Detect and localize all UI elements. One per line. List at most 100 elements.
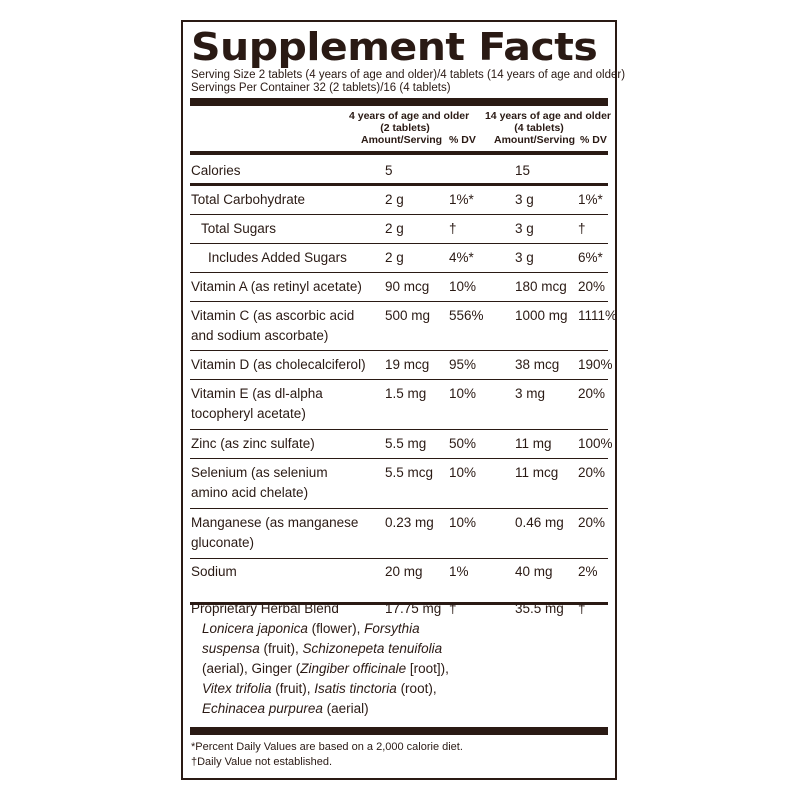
nutrient-dv-group2: 1111% — [578, 308, 618, 323]
nutrient-amount-group2: 3 g — [515, 221, 534, 236]
blend-amount-group2: 35.5 mg — [515, 601, 564, 616]
blend-dv-group2: † — [578, 601, 586, 616]
nutrient-label: Vitamin E (as dl-alpha — [191, 386, 323, 401]
footnote-percent-dv: *Percent Daily Values are based on a 2,0… — [191, 741, 463, 753]
nutrient-dv-group1: 556% — [449, 308, 484, 323]
group2-amount-header: Amount/Serving — [494, 134, 576, 146]
row-divider — [190, 379, 608, 380]
nutrient-amount-group1: 90 mcg — [385, 279, 430, 294]
row-divider — [190, 214, 608, 215]
group1-header-line2: (2 tablets) — [380, 122, 430, 134]
nutrient-amount-group1: 0.23 mg — [385, 515, 434, 530]
group1-amount-header: Amount/Serving — [361, 134, 443, 146]
nutrient-amount-group2: 3 mg — [515, 386, 546, 401]
row-divider — [190, 272, 608, 273]
nutrient-dv-group1: 1%* — [449, 192, 474, 207]
nutrient-amount-group2: 11 mg — [515, 436, 552, 451]
blend-ingredients-line3: (aerial), Ginger (Zingiber officinale [r… — [202, 661, 449, 676]
nutrient-dv-group1: 50% — [449, 436, 477, 451]
blend-ingredients-line4: Vitex trifolia (fruit), Isatis tinctoria… — [202, 681, 437, 696]
blend-ingredients-line5: Echinacea purpurea (aerial) — [202, 701, 369, 716]
nutrient-dv-group1: 95% — [449, 357, 477, 372]
nutrient-label: Total Sugars — [201, 221, 277, 236]
nutrient-label: Calories — [191, 163, 241, 178]
nutrient-dv-group2: 20% — [578, 515, 606, 530]
header-divider — [190, 151, 608, 155]
blend-divider — [190, 602, 608, 605]
nutrient-label: Selenium (as selenium — [191, 465, 328, 480]
nutrient-amount-group2: 3 g — [515, 192, 534, 207]
panel-title: Supplement Facts — [191, 25, 598, 69]
nutrient-amount-group1: 5.5 mcg — [385, 465, 434, 480]
nutrient-label: and sodium ascorbate) — [191, 328, 329, 343]
nutrient-amount-group2: 180 mcg — [515, 279, 567, 294]
nutrient-amount-group1: 2 g — [385, 221, 404, 236]
nutrient-label: Total Carbohydrate — [191, 192, 306, 207]
nutrient-label: Zinc (as zinc sulfate) — [191, 436, 315, 451]
nutrient-label: Vitamin A (as retinyl acetate) — [191, 279, 362, 294]
group2-header-line2: (4 tablets) — [514, 122, 564, 134]
nutrient-amount-group1: 5.5 mg — [385, 436, 427, 451]
blend-ingredients-line1: Lonicera japonica (flower), Forsythia — [202, 621, 420, 636]
nutrient-dv-group1: 1% — [449, 564, 469, 579]
nutrient-amount-group2: 0.46 mg — [515, 515, 564, 530]
nutrient-amount-group1: 2 g — [385, 250, 404, 265]
nutrient-dv-group2: 6%* — [578, 250, 603, 265]
nutrient-amount-group2: 3 g — [515, 250, 534, 265]
nutrient-amount-group2: 38 mcg — [515, 357, 560, 372]
nutrient-dv-group1: † — [449, 221, 457, 236]
row-divider — [190, 350, 608, 351]
nutrient-label: Sodium — [191, 564, 237, 579]
nutrient-dv-group2: 2% — [578, 564, 598, 579]
nutrient-amount-group1: 20 mg — [385, 564, 423, 579]
nutrient-label: Vitamin D (as cholecalciferol) — [191, 357, 366, 372]
servings-per-container: Servings Per Container 32 (2 tablets)/16… — [191, 82, 451, 94]
row-divider — [190, 508, 608, 509]
nutrient-amount-group2: 11 mcg — [515, 465, 559, 480]
blend-dv-group1: † — [449, 601, 457, 616]
group2-header-line1: 14 years of age and older — [484, 110, 612, 122]
blend-label: Proprietary Herbal Blend — [191, 601, 339, 616]
nutrient-amount-group2: 15 — [515, 163, 531, 178]
nutrient-label: Vitamin C (as ascorbic acid — [191, 308, 355, 323]
nutrient-dv-group1: 10% — [449, 386, 477, 401]
nutrient-dv-group2: 1%* — [578, 192, 603, 207]
nutrient-label: Manganese (as manganese — [191, 515, 359, 530]
nutrient-amount-group1: 2 g — [385, 192, 404, 207]
row-divider — [190, 458, 608, 459]
nutrient-dv-group2: 20% — [578, 386, 606, 401]
top-thick-divider — [190, 98, 608, 106]
row-divider — [190, 183, 608, 186]
footnote-dagger: †Daily Value not established. — [191, 756, 333, 768]
nutrient-dv-group2: 100% — [578, 436, 613, 451]
nutrient-amount-group2: 40 mg — [515, 564, 553, 579]
nutrient-dv-group2: 190% — [578, 357, 613, 372]
group2-dv-header: % DV — [580, 134, 607, 146]
supplement-facts-panel: Supplement Facts Serving Size 2 tablets … — [181, 20, 625, 780]
nutrient-amount-group1: 5 — [385, 163, 393, 178]
nutrient-amount-group2: 1000 mg — [515, 308, 568, 323]
nutrient-amount-group1: 500 mg — [385, 308, 431, 323]
group1-header-line1: 4 years of age and older — [349, 110, 470, 122]
nutrient-dv-group1: 10% — [449, 465, 477, 480]
nutrient-dv-group1: 4%* — [449, 250, 474, 265]
nutrient-amount-group1: 19 mcg — [385, 357, 430, 372]
nutrient-amount-group1: 1.5 mg — [385, 386, 427, 401]
nutrient-dv-group2: † — [578, 221, 586, 236]
row-divider — [190, 301, 608, 302]
blend-ingredients-line2: suspensa (fruit), Schizonepeta tenuifoli… — [202, 641, 443, 656]
nutrient-label: gluconate) — [191, 535, 255, 550]
row-divider — [190, 429, 608, 430]
row-divider — [190, 243, 608, 244]
nutrient-dv-group2: 20% — [578, 465, 606, 480]
nutrient-dv-group1: 10% — [449, 515, 477, 530]
row-divider — [190, 558, 608, 559]
blend-amount-group1: 17.75 mg — [385, 601, 442, 616]
bottom-thick-divider — [190, 727, 608, 735]
nutrient-dv-group1: 10% — [449, 279, 477, 294]
nutrient-label: Includes Added Sugars — [208, 250, 347, 265]
nutrient-label: amino acid chelate) — [191, 485, 309, 500]
group1-dv-header: % DV — [449, 134, 476, 146]
nutrient-label: tocopheryl acetate) — [191, 406, 306, 421]
nutrient-dv-group2: 20% — [578, 279, 606, 294]
